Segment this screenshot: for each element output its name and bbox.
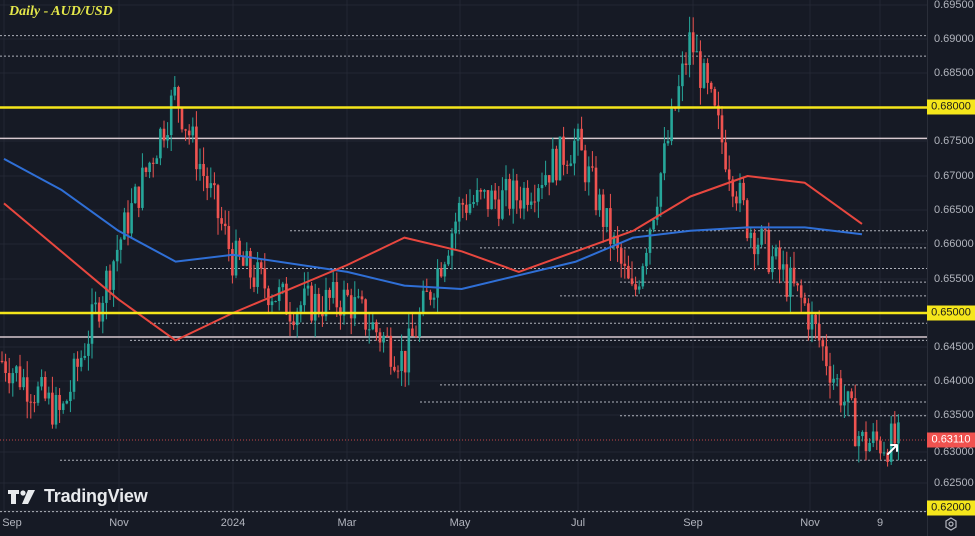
time-tick-label: Sep bbox=[683, 517, 703, 529]
time-tick-label: Jul bbox=[570, 517, 586, 529]
price-tick-label: 0.64000 bbox=[934, 375, 974, 387]
time-tick-label: 2024 bbox=[220, 517, 246, 529]
last-price-badge: 0.63110 bbox=[927, 432, 975, 448]
tradingview-logo: TradingView bbox=[8, 486, 148, 507]
level-badge: 0.68000 bbox=[927, 99, 975, 115]
time-tick-label: Mar bbox=[337, 517, 357, 529]
price-tick-label: 0.63500 bbox=[934, 409, 974, 421]
time-tick-label: Nov bbox=[109, 517, 129, 529]
price-tick-label: 0.64500 bbox=[934, 341, 974, 353]
tradingview-logo-icon bbox=[8, 489, 35, 504]
level-badge: 0.65000 bbox=[927, 305, 975, 321]
settings-icon[interactable] bbox=[944, 517, 958, 531]
price-tick-label: 0.68500 bbox=[934, 67, 974, 79]
price-tick-label: 0.66000 bbox=[934, 238, 974, 250]
price-tick-label: 0.69000 bbox=[934, 33, 974, 45]
price-tick-label: 0.67000 bbox=[934, 170, 974, 182]
chart-title: Daily - AUD/USD bbox=[9, 4, 113, 19]
time-tick-label: Nov bbox=[800, 517, 820, 529]
price-tick-label: 0.63000 bbox=[934, 446, 974, 458]
level-badge: 0.62000 bbox=[927, 500, 975, 516]
time-tick-label: Sep bbox=[2, 517, 22, 529]
time-tick-label: May bbox=[449, 517, 471, 529]
price-tick-label: 0.62500 bbox=[934, 477, 974, 489]
tradingview-logo-text: TradingView bbox=[44, 486, 148, 506]
time-tick-label: 9 bbox=[876, 517, 884, 529]
price-tick-label: 0.65500 bbox=[934, 273, 974, 285]
price-tick-label: 0.67500 bbox=[934, 135, 974, 147]
price-tick-label: 0.69500 bbox=[934, 0, 974, 11]
price-tick-label: 0.66500 bbox=[934, 204, 974, 216]
